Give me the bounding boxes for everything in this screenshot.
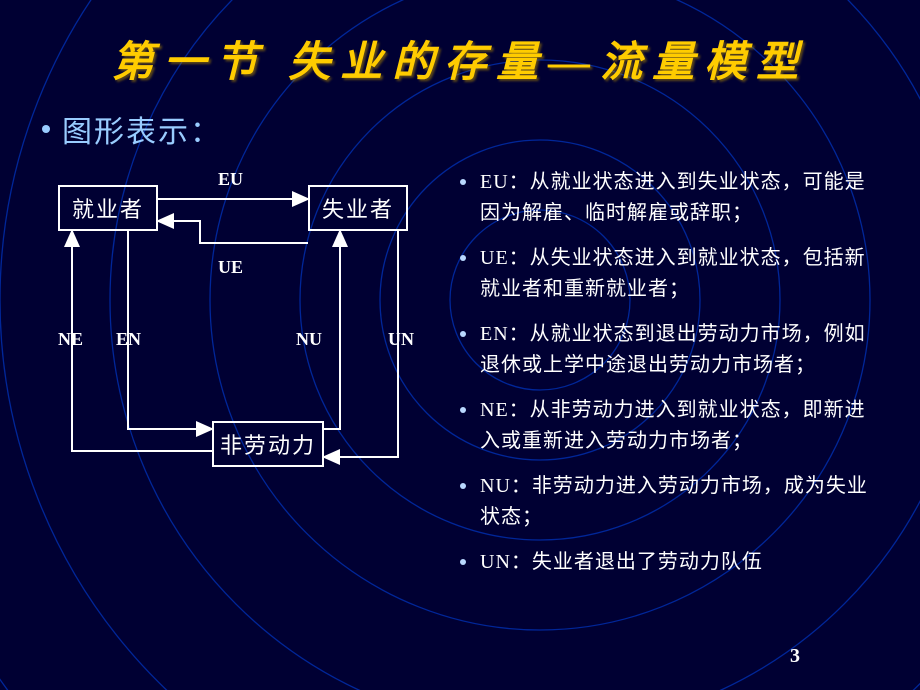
page-number: 3: [790, 645, 800, 668]
definition-item: EU：从就业状态进入到失业状态，可能是因为解雇、临时解雇或辞职；: [460, 167, 880, 229]
bullet-icon: [460, 331, 466, 337]
slide-title: 第一节 失业的存量—流量模型: [40, 28, 880, 89]
definition-item: EN：从就业状态到退出劳动力市场，例如退休或上学中途退出劳动力市场者；: [460, 319, 880, 381]
node-nonlabor: 非劳动力: [212, 421, 324, 467]
subtitle-text: 图形表示：: [62, 107, 222, 151]
bullet-icon: [460, 559, 466, 565]
definition-item: UE：从失业状态进入到就业状态，包括新就业者和重新就业者；: [460, 243, 880, 305]
definitions-list: EU：从就业状态进入到失业状态，可能是因为解雇、临时解雇或辞职； UE：从失业状态…: [460, 161, 880, 641]
edge-label-eu: EU: [218, 169, 243, 190]
definition-item: UN：失业者退出了劳动力队伍: [460, 547, 880, 578]
definition-text: EN：从就业状态到退出劳动力市场，例如退休或上学中途退出劳动力市场者；: [480, 319, 880, 381]
definition-item: NE：从非劳动力进入到就业状态，即新进入或重新进入劳动力市场者；: [460, 395, 880, 457]
bullet-icon: [460, 255, 466, 261]
edge-label-ne: NE: [58, 329, 83, 350]
edge-label-nu: NU: [296, 329, 322, 350]
node-employed: 就业者: [58, 185, 158, 231]
node-unemployed: 失业者: [308, 185, 408, 231]
edge-label-ue: UE: [218, 257, 243, 278]
subtitle-row: 图形表示：: [42, 107, 880, 151]
bullet-icon: [460, 407, 466, 413]
flow-diagram: 就业者 失业者 非劳动力 EU UE NE EN NU UN: [40, 161, 440, 531]
definition-text: EU：从就业状态进入到失业状态，可能是因为解雇、临时解雇或辞职；: [480, 167, 880, 229]
bullet-icon: [460, 483, 466, 489]
edge-label-un: UN: [388, 329, 414, 350]
definition-text: UN：失业者退出了劳动力队伍: [480, 547, 763, 578]
main-area: 就业者 失业者 非劳动力 EU UE NE EN NU UN EU：从就业状态进…: [40, 161, 880, 641]
bullet-icon: [42, 125, 50, 133]
definition-text: NU：非劳动力进入劳动力市场，成为失业状态；: [480, 471, 880, 533]
definition-text: NE：从非劳动力进入到就业状态，即新进入或重新进入劳动力市场者；: [480, 395, 880, 457]
definition-item: NU：非劳动力进入劳动力市场，成为失业状态；: [460, 471, 880, 533]
bullet-icon: [460, 179, 466, 185]
edge-label-en: EN: [116, 329, 141, 350]
slide-content: 第一节 失业的存量—流量模型 图形表示：: [0, 0, 920, 690]
definition-text: UE：从失业状态进入到就业状态，包括新就业者和重新就业者；: [480, 243, 880, 305]
